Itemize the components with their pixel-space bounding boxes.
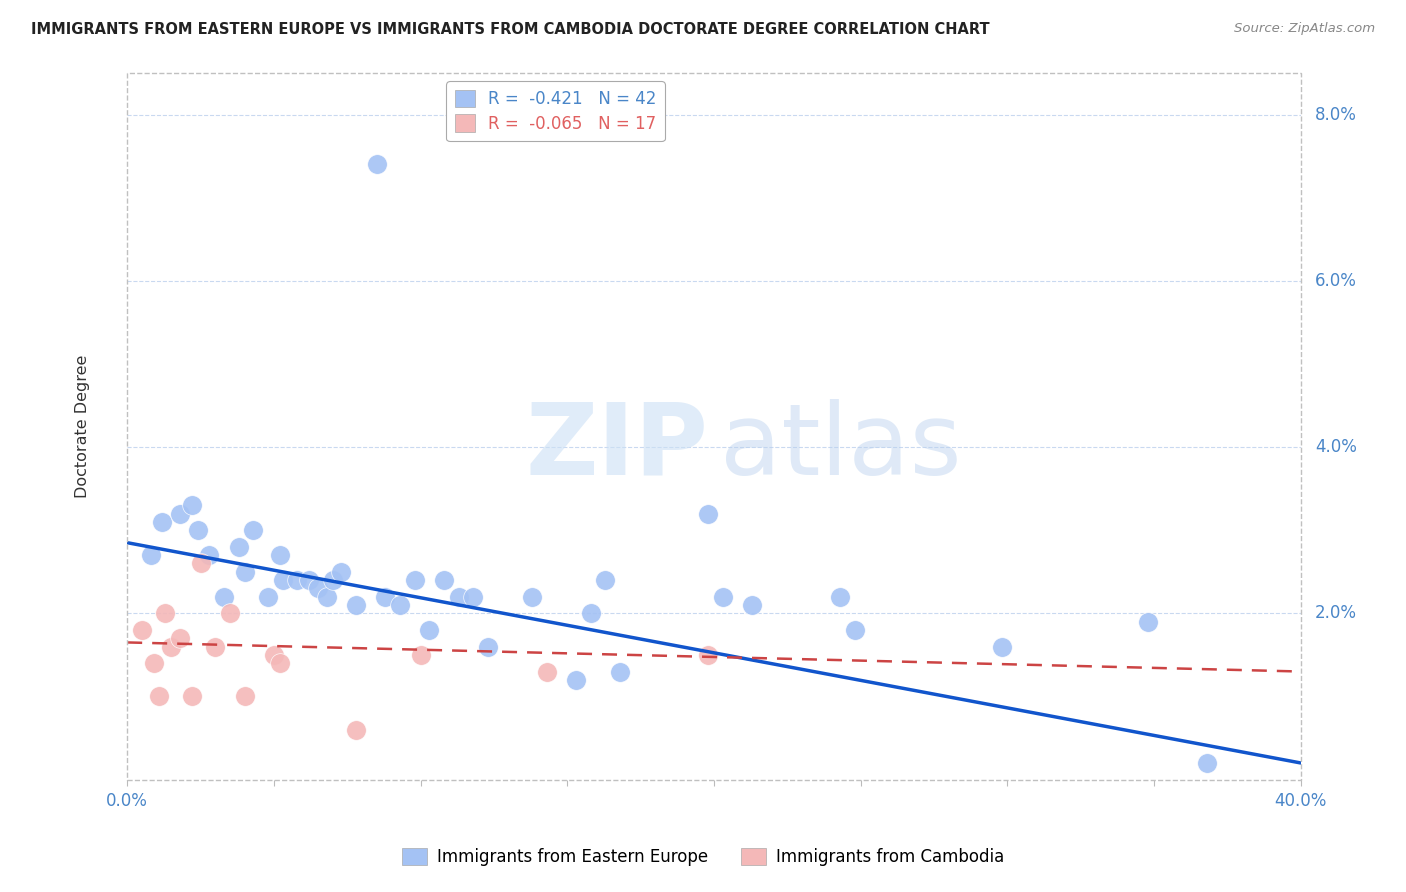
Legend: Immigrants from Eastern Europe, Immigrants from Cambodia: Immigrants from Eastern Europe, Immigran… bbox=[395, 841, 1011, 873]
Point bbox=[169, 632, 191, 646]
Point bbox=[579, 607, 602, 621]
Point bbox=[389, 598, 412, 612]
Point bbox=[697, 507, 720, 521]
Point bbox=[404, 573, 426, 587]
Point bbox=[447, 590, 470, 604]
Point bbox=[374, 590, 396, 604]
Point bbox=[228, 540, 250, 554]
Point bbox=[148, 690, 170, 704]
Point bbox=[711, 590, 734, 604]
Point bbox=[344, 598, 367, 612]
Point bbox=[1195, 756, 1218, 770]
Point bbox=[477, 640, 499, 654]
Point bbox=[233, 690, 256, 704]
Point bbox=[697, 648, 720, 662]
Point bbox=[160, 640, 183, 654]
Point bbox=[139, 548, 162, 562]
Point bbox=[844, 623, 866, 637]
Text: 6.0%: 6.0% bbox=[1315, 272, 1357, 290]
Point bbox=[409, 648, 432, 662]
Point bbox=[269, 657, 291, 671]
Point bbox=[285, 573, 308, 587]
Text: Source: ZipAtlas.com: Source: ZipAtlas.com bbox=[1234, 22, 1375, 36]
Point bbox=[990, 640, 1012, 654]
Point bbox=[463, 590, 485, 604]
Point bbox=[741, 598, 763, 612]
Point bbox=[433, 573, 456, 587]
Point bbox=[330, 565, 353, 579]
Point bbox=[307, 582, 329, 596]
Point bbox=[1137, 615, 1160, 629]
Point bbox=[204, 640, 226, 654]
Text: atlas: atlas bbox=[720, 399, 962, 496]
Point bbox=[565, 673, 588, 687]
Point bbox=[155, 607, 177, 621]
Point bbox=[233, 565, 256, 579]
Point bbox=[595, 573, 617, 587]
Text: 2.0%: 2.0% bbox=[1315, 605, 1357, 623]
Point bbox=[344, 723, 367, 737]
Text: IMMIGRANTS FROM EASTERN EUROPE VS IMMIGRANTS FROM CAMBODIA DOCTORATE DEGREE CORR: IMMIGRANTS FROM EASTERN EUROPE VS IMMIGR… bbox=[31, 22, 990, 37]
Point bbox=[169, 507, 191, 521]
Point bbox=[257, 590, 280, 604]
Point bbox=[298, 573, 321, 587]
Point bbox=[271, 573, 294, 587]
Point bbox=[315, 590, 337, 604]
Point bbox=[212, 590, 235, 604]
Point bbox=[536, 665, 558, 679]
Point bbox=[242, 523, 264, 537]
Point bbox=[322, 573, 344, 587]
Text: Doctorate Degree: Doctorate Degree bbox=[75, 355, 90, 498]
Point bbox=[269, 548, 291, 562]
Legend: R =  -0.421   N = 42, R =  -0.065   N = 17: R = -0.421 N = 42, R = -0.065 N = 17 bbox=[446, 81, 665, 141]
Point bbox=[180, 690, 202, 704]
Point bbox=[190, 557, 212, 571]
Point bbox=[418, 623, 440, 637]
Text: 4.0%: 4.0% bbox=[1315, 438, 1357, 456]
Point bbox=[609, 665, 631, 679]
Point bbox=[198, 548, 221, 562]
Point bbox=[520, 590, 543, 604]
Point bbox=[830, 590, 852, 604]
Point bbox=[218, 607, 240, 621]
Point bbox=[142, 657, 165, 671]
Point bbox=[187, 523, 209, 537]
Point bbox=[150, 515, 173, 529]
Text: 8.0%: 8.0% bbox=[1315, 105, 1357, 124]
Point bbox=[263, 648, 285, 662]
Point bbox=[366, 157, 388, 171]
Text: ZIP: ZIP bbox=[526, 399, 709, 496]
Point bbox=[131, 623, 153, 637]
Point bbox=[180, 498, 202, 512]
